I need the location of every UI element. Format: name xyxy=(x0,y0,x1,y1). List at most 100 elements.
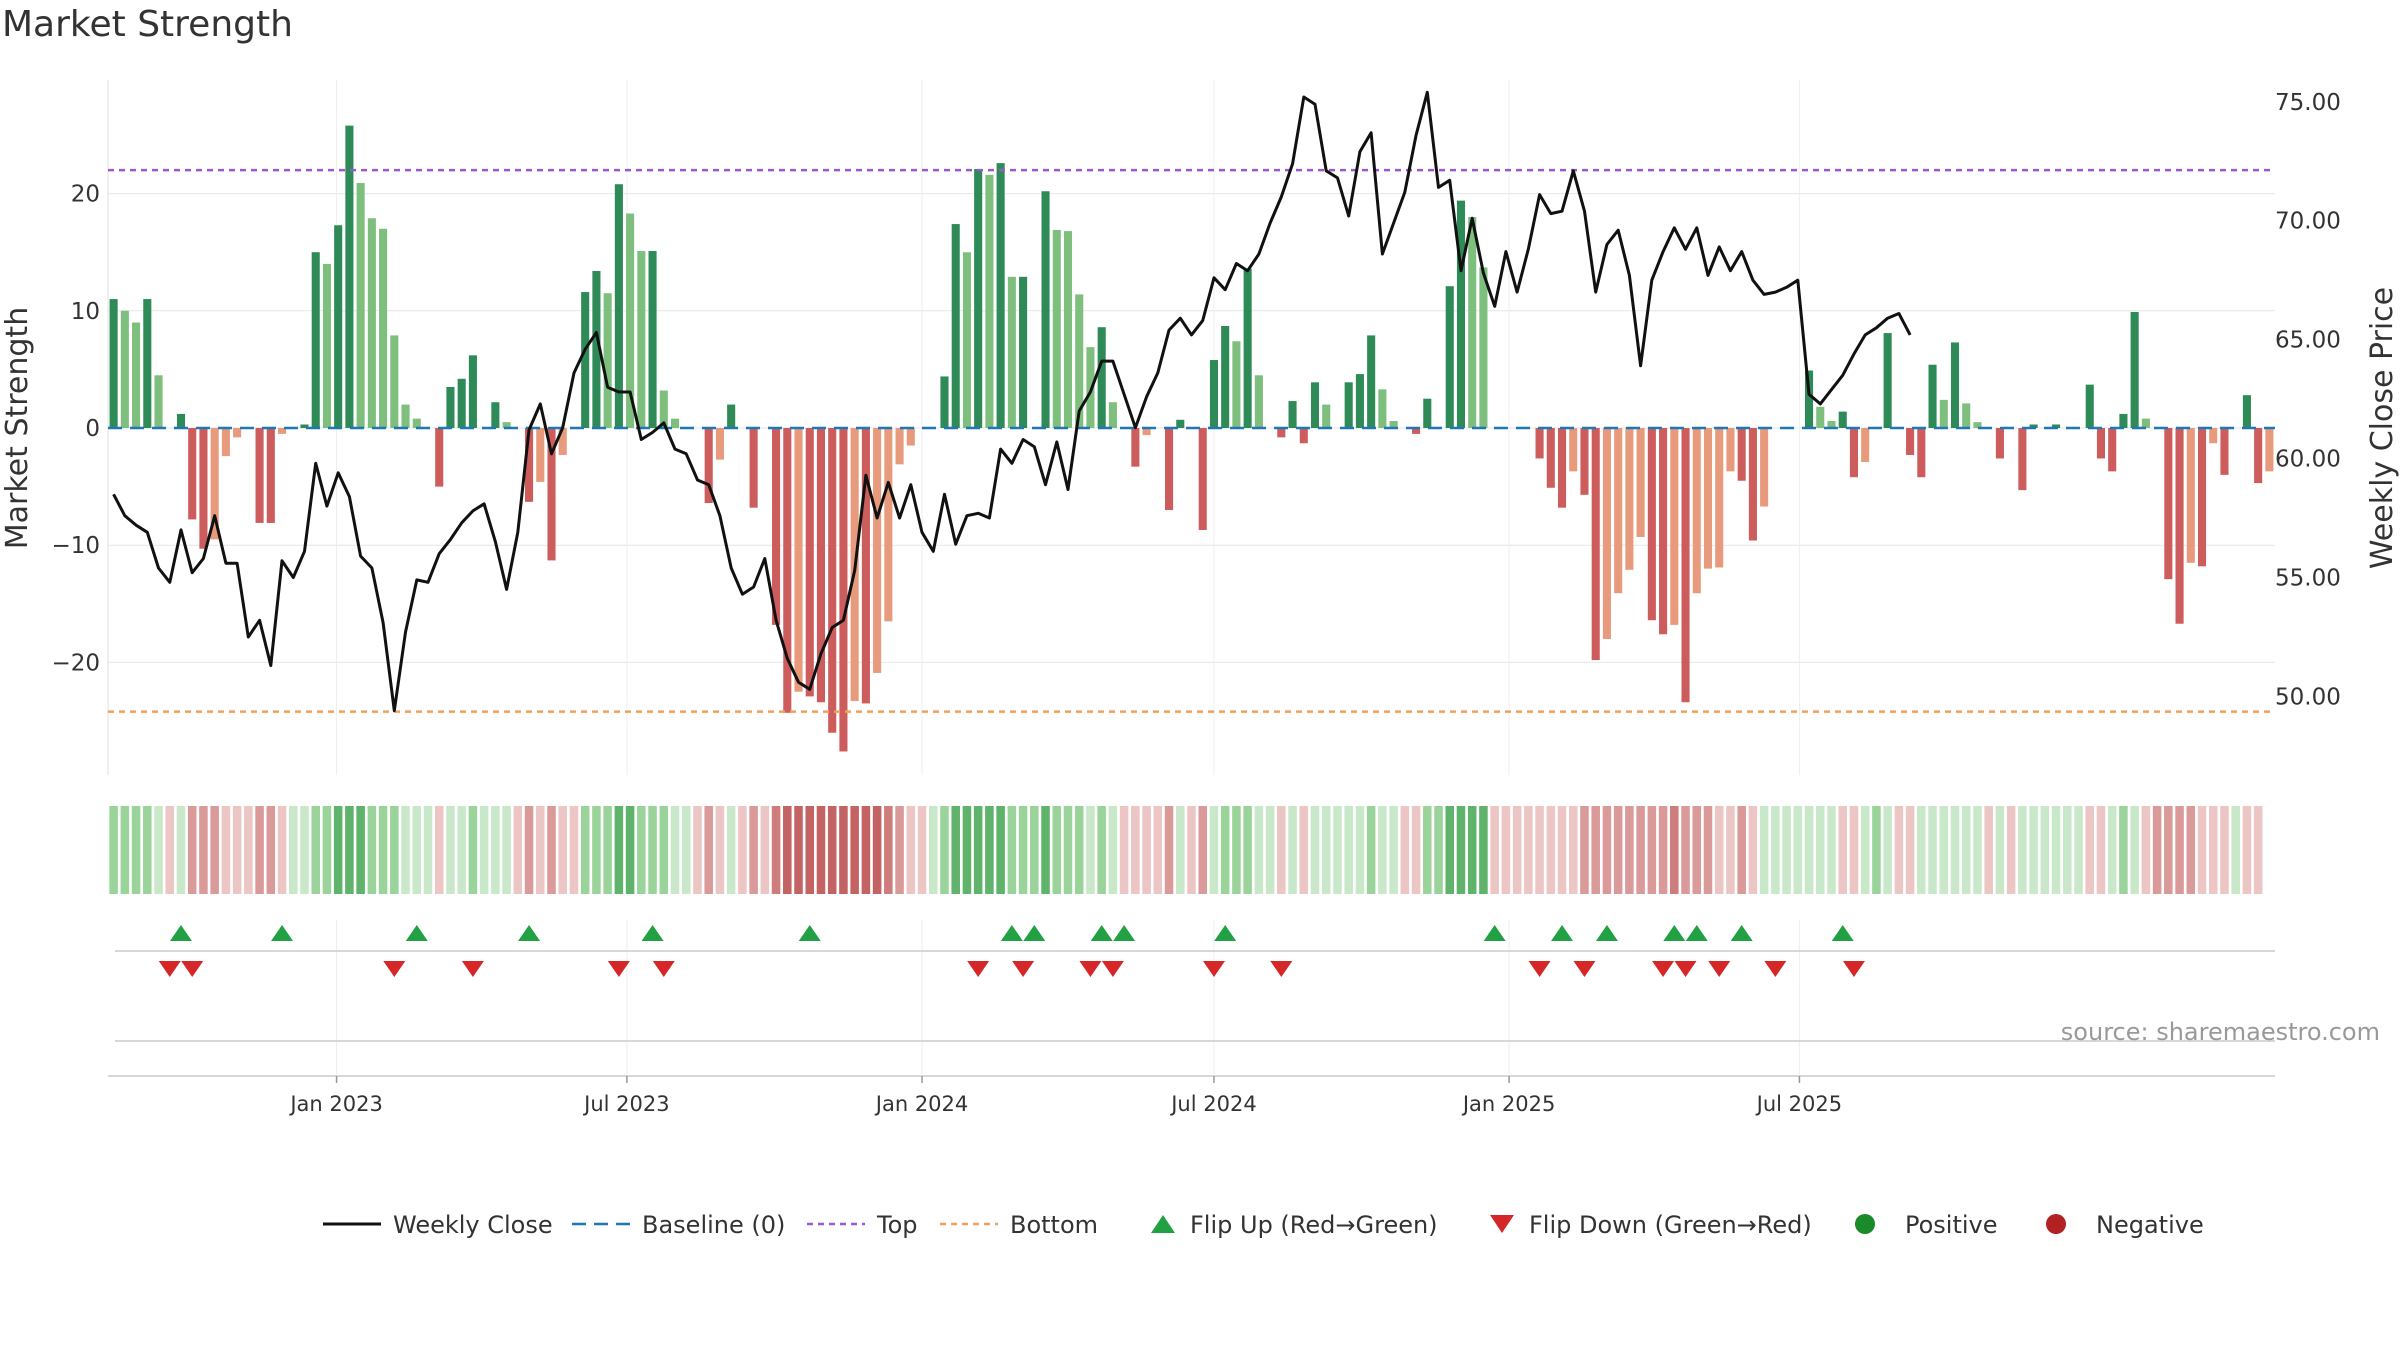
heat-cell xyxy=(749,806,758,894)
strength-bar xyxy=(828,428,837,733)
heat-cell xyxy=(1355,806,1365,894)
strength-bar xyxy=(637,251,646,428)
heat-cell xyxy=(378,806,388,894)
legend-negative-label: Negative xyxy=(2096,1211,2204,1239)
strength-bar xyxy=(1816,406,1825,428)
heat-cell xyxy=(423,806,433,894)
flip-down-marker xyxy=(461,961,484,977)
heat-cell xyxy=(1827,806,1836,894)
heat-cell xyxy=(1939,806,1949,894)
strength-bar xyxy=(1995,428,2004,459)
heat-cell xyxy=(1220,806,1230,894)
heat-cell xyxy=(1030,806,1039,894)
reference-lines xyxy=(108,168,2275,713)
right-tick-label: 70.00 xyxy=(2275,209,2341,235)
heat-cell xyxy=(1849,806,1859,894)
strength-bar xyxy=(1861,428,1870,462)
strength-bar xyxy=(906,428,915,446)
heat-cell xyxy=(1378,806,1387,894)
strength-bar xyxy=(345,125,354,429)
strength-bar xyxy=(221,428,230,457)
heat-cell xyxy=(401,806,410,894)
heat-cell xyxy=(1782,806,1791,894)
heat-cell xyxy=(1950,806,1960,894)
legend-top-label: Top xyxy=(876,1211,918,1239)
flip-down-marker xyxy=(1079,961,1102,977)
strength-bar xyxy=(2130,311,2139,428)
heat-cell xyxy=(1479,806,1488,894)
strength-bar xyxy=(491,402,500,428)
flip-down-marker xyxy=(1528,961,1551,977)
strength-bar xyxy=(1883,333,1892,428)
strength-bar xyxy=(1198,428,1207,530)
strength-bar xyxy=(1052,229,1061,428)
heat-cell xyxy=(973,806,983,894)
strength-bar xyxy=(210,428,219,540)
strength-bar xyxy=(2186,428,2195,563)
heat-cell xyxy=(322,806,332,894)
heat-cell xyxy=(2074,806,2083,894)
strength-bar xyxy=(2254,428,2263,484)
legend-flip-down-label: Flip Down (Green→Red) xyxy=(1529,1211,1812,1239)
strength-bar xyxy=(1389,420,1398,428)
flip-down-marker xyxy=(967,961,990,977)
heat-cell xyxy=(479,806,489,894)
strength-bar xyxy=(951,224,960,428)
heat-cell xyxy=(726,806,736,894)
heat-cell xyxy=(1164,806,1174,894)
heat-cell xyxy=(457,806,466,894)
flip-up-marker xyxy=(518,925,541,941)
right-axis: 75.00 70.00 65.00 60.00 55.00 50.00 Weekly Clo… xyxy=(2275,90,2400,711)
heat-cell xyxy=(558,806,567,894)
heat-cell xyxy=(1512,806,1522,894)
chart-title: Market Strength xyxy=(2,4,293,45)
strength-bar xyxy=(1041,191,1050,428)
strength-bar xyxy=(536,428,545,482)
strength-bar xyxy=(401,404,410,428)
heat-cell xyxy=(244,806,253,894)
heat-cell xyxy=(2164,806,2173,894)
heat-cell xyxy=(1052,806,1062,894)
heat-cell xyxy=(1198,806,1207,894)
strength-bar xyxy=(816,428,826,703)
heat-cell xyxy=(805,806,815,894)
heat-cell xyxy=(1681,806,1690,894)
heat-cell xyxy=(176,806,186,894)
heat-cell xyxy=(2141,806,2151,894)
heat-cell xyxy=(670,806,680,894)
strength-bar xyxy=(2141,418,2150,428)
flip-up-marker xyxy=(1023,925,1046,941)
strength-bar xyxy=(603,293,612,428)
heat-cell xyxy=(1883,806,1892,894)
heat-cell xyxy=(1467,806,1477,894)
heat-cell xyxy=(1333,806,1342,894)
right-tick-label: 75.00 xyxy=(2275,90,2341,116)
heat-cell xyxy=(2018,806,2027,894)
legend-swatch-negative xyxy=(2046,1214,2066,1234)
heat-cell xyxy=(266,806,276,894)
heat-cell xyxy=(2253,806,2263,894)
left-tick-label: 0 xyxy=(85,416,100,442)
strength-bar xyxy=(659,390,668,428)
heat-cell xyxy=(625,806,635,894)
strength-bar xyxy=(1636,428,1645,537)
strength-bar xyxy=(985,174,994,428)
heat-cell xyxy=(1142,806,1151,894)
strength-bar xyxy=(2265,428,2274,472)
strength-bar xyxy=(2175,428,2184,624)
strength-bar xyxy=(311,252,320,428)
heat-cell xyxy=(783,806,792,894)
date-tick-label: Jan 2024 xyxy=(874,1092,969,1116)
strength-bar xyxy=(648,251,657,428)
heat-cell xyxy=(2063,806,2072,894)
heat-cell xyxy=(1063,806,1073,894)
heat-cell xyxy=(2152,806,2162,894)
heat-cell xyxy=(390,806,399,894)
heat-cell xyxy=(2006,806,2016,894)
strength-bar xyxy=(2029,424,2038,428)
date-axis: Jan 2023 Jul 2023 Jan 2024 Jul 2024 Jan 2025… xyxy=(288,1076,1842,1116)
date-tick-label: Jul 2025 xyxy=(1755,1092,1842,1116)
heat-cell xyxy=(872,806,882,894)
flip-up-marker xyxy=(1685,925,1708,941)
heat-cell xyxy=(300,806,309,894)
